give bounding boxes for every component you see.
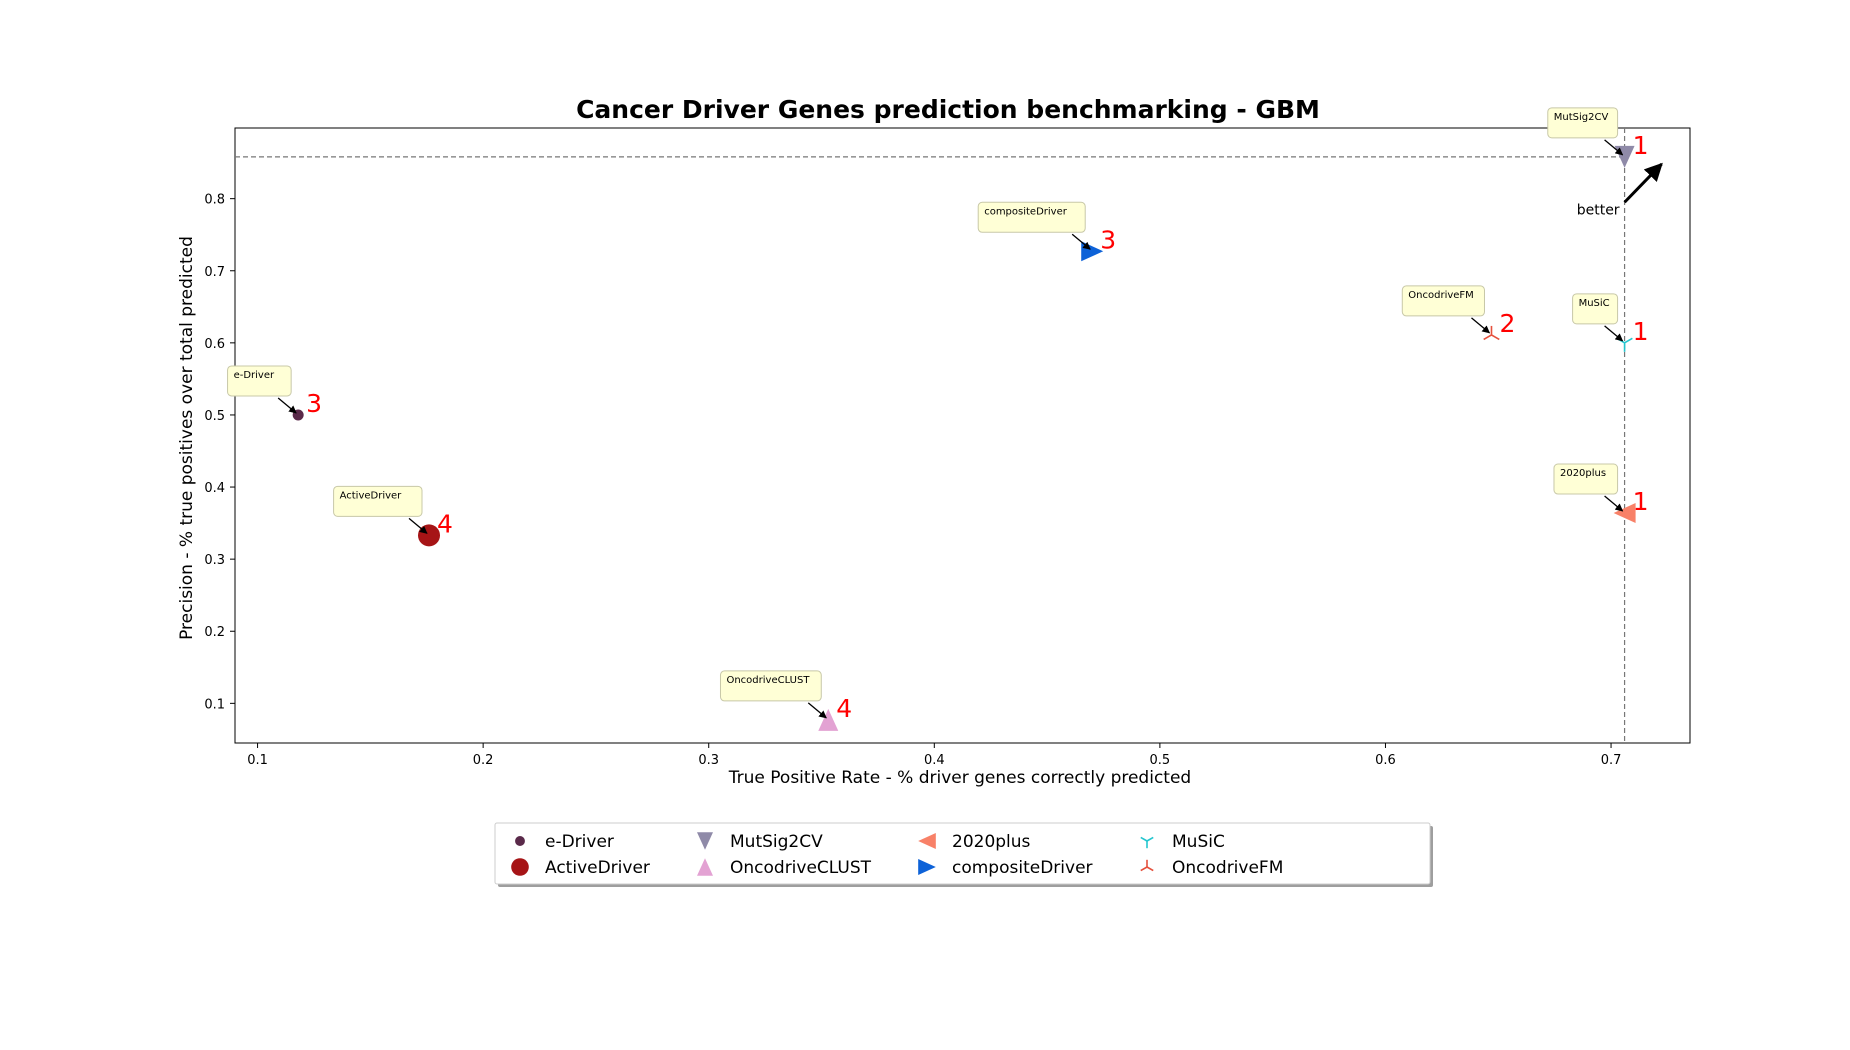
legend-marker-music-arm-1 bbox=[1146, 836, 1154, 842]
callout-label-oncodriveclust: OncodriveCLUST bbox=[726, 675, 810, 686]
callout-arrow-e-driver bbox=[277, 397, 297, 414]
legend-label-activedriver: ActiveDriver bbox=[545, 858, 650, 878]
legend-label-2020plus: 2020plus bbox=[952, 832, 1031, 852]
callout-label-e-driver: e-Driver bbox=[234, 370, 275, 381]
rank-label-activedriver: 4 bbox=[437, 509, 453, 538]
legend-marker-music bbox=[1140, 836, 1154, 849]
rank-label-music: 1 bbox=[1633, 317, 1649, 346]
point-oncodrivefm-arm-1 bbox=[1491, 334, 1500, 341]
legend-marker-oncodrivefm-arm-2 bbox=[1140, 866, 1148, 872]
plot-area: 0.1 0.2 0.3 0.4 0.5 0.6 0.7 0.1 0.2 0.3 0.4 0.5 0.6 0… bbox=[204, 107, 1691, 768]
legend-label-mutsig2cv: MutSig2CV bbox=[730, 832, 823, 852]
rank-label-2020plus: 1 bbox=[1633, 487, 1649, 516]
callout-box-2020plus bbox=[1553, 463, 1619, 495]
y-tick-label: 0.3 bbox=[204, 553, 225, 568]
callout-arrow-music bbox=[1604, 325, 1624, 342]
callout-box-compositedriver bbox=[977, 201, 1086, 233]
callout-label-mutsig2cv: MutSig2CV bbox=[1554, 112, 1609, 123]
callout-box-oncodrivefm bbox=[1401, 285, 1485, 317]
point-oncodriveclust bbox=[818, 708, 839, 731]
x-axis-label: True Positive Rate - % driver genes corr… bbox=[728, 768, 1191, 788]
x-tick-label: 0.4 bbox=[924, 753, 945, 768]
legend-marker-mutsig2cv bbox=[697, 832, 713, 850]
y-tick-label: 0.6 bbox=[204, 337, 225, 352]
point-2020plus bbox=[1613, 503, 1636, 524]
y-tick-label: 0.4 bbox=[204, 481, 225, 496]
callout-label-oncodrivefm: OncodriveFM bbox=[1408, 290, 1474, 301]
y-axis-label: Precision - % true positives over total … bbox=[177, 236, 197, 640]
x-tick-label: 0.5 bbox=[1150, 753, 1171, 768]
legend-label-e-driver: e-Driver bbox=[545, 832, 614, 852]
callout-arrow-2020plus bbox=[1604, 495, 1624, 512]
rank-label-oncodrivefm: 2 bbox=[1499, 309, 1515, 338]
legend: e-Driver ActiveDriver MutSig2CV OncodriveCL… bbox=[494, 822, 1433, 887]
y-tick-label: 0.5 bbox=[204, 409, 225, 424]
rank-label-compositedriver: 3 bbox=[1100, 225, 1116, 254]
x-tick-label: 0.1 bbox=[247, 753, 268, 768]
rank-label-mutsig2cv: 1 bbox=[1633, 131, 1649, 160]
legend-marker-e-driver bbox=[515, 836, 525, 846]
callout-arrow-compositedriver bbox=[1071, 233, 1091, 250]
callout-label-activedriver: ActiveDriver bbox=[340, 490, 403, 501]
rank-label-oncodriveclust: 4 bbox=[836, 694, 852, 723]
callout-box-activedriver bbox=[333, 485, 423, 517]
legend-marker-oncodrivefm bbox=[1140, 859, 1154, 872]
legend-frame bbox=[494, 822, 1431, 885]
x-tick-label: 0.6 bbox=[1375, 753, 1396, 768]
legend-marker-2020plus bbox=[918, 833, 936, 849]
callout-arrow-oncodrivefm bbox=[1471, 317, 1491, 334]
legend-label-music: MuSiC bbox=[1172, 832, 1225, 852]
better-label: better bbox=[1577, 203, 1620, 219]
rank-label-e-driver: 3 bbox=[306, 389, 322, 418]
point-music-arm-1 bbox=[1624, 337, 1633, 344]
x-tick-label: 0.2 bbox=[473, 753, 494, 768]
callout-label-compositedriver: compositeDriver bbox=[984, 206, 1068, 217]
plot-frame bbox=[234, 127, 1691, 744]
callout-box-oncodriveclust bbox=[719, 670, 822, 702]
legend-marker-compositedriver bbox=[918, 859, 936, 875]
legend-label-oncodrivefm: OncodriveFM bbox=[1172, 858, 1283, 878]
callout-arrow-activedriver bbox=[408, 517, 428, 534]
x-tick-label: 0.3 bbox=[698, 753, 719, 768]
x-tick-label: 0.7 bbox=[1601, 753, 1622, 768]
point-oncodrivefm bbox=[1483, 325, 1500, 341]
y-tick-label: 0.7 bbox=[204, 265, 225, 280]
callout-box-mutsig2cv bbox=[1547, 107, 1619, 139]
legend-marker-activedriver bbox=[511, 858, 529, 876]
legend-marker-oncodriveclust bbox=[697, 858, 713, 876]
legend-marker-oncodrivefm-arm-1 bbox=[1146, 866, 1154, 872]
callout-label-2020plus: 2020plus bbox=[1560, 468, 1606, 479]
legend-marker-music-arm-2 bbox=[1140, 836, 1148, 842]
point-oncodrivefm-arm-2 bbox=[1483, 334, 1492, 341]
legend-label-compositedriver: compositeDriver bbox=[952, 858, 1093, 878]
chart-title: Cancer Driver Genes prediction benchmark… bbox=[576, 95, 1320, 124]
better-arrow bbox=[1623, 162, 1663, 204]
y-tick-label: 0.1 bbox=[204, 697, 225, 712]
callout-arrow-mutsig2cv bbox=[1604, 139, 1624, 156]
y-tick-label: 0.2 bbox=[204, 625, 225, 640]
legend-label-oncodriveclust: OncodriveCLUST bbox=[730, 858, 872, 878]
callout-box-music bbox=[1572, 293, 1619, 325]
callout-label-music: MuSiC bbox=[1579, 298, 1610, 309]
callout-arrow-oncodriveclust bbox=[807, 702, 827, 719]
y-tick-label: 0.8 bbox=[204, 193, 225, 208]
callout-box-e-driver bbox=[227, 365, 292, 397]
